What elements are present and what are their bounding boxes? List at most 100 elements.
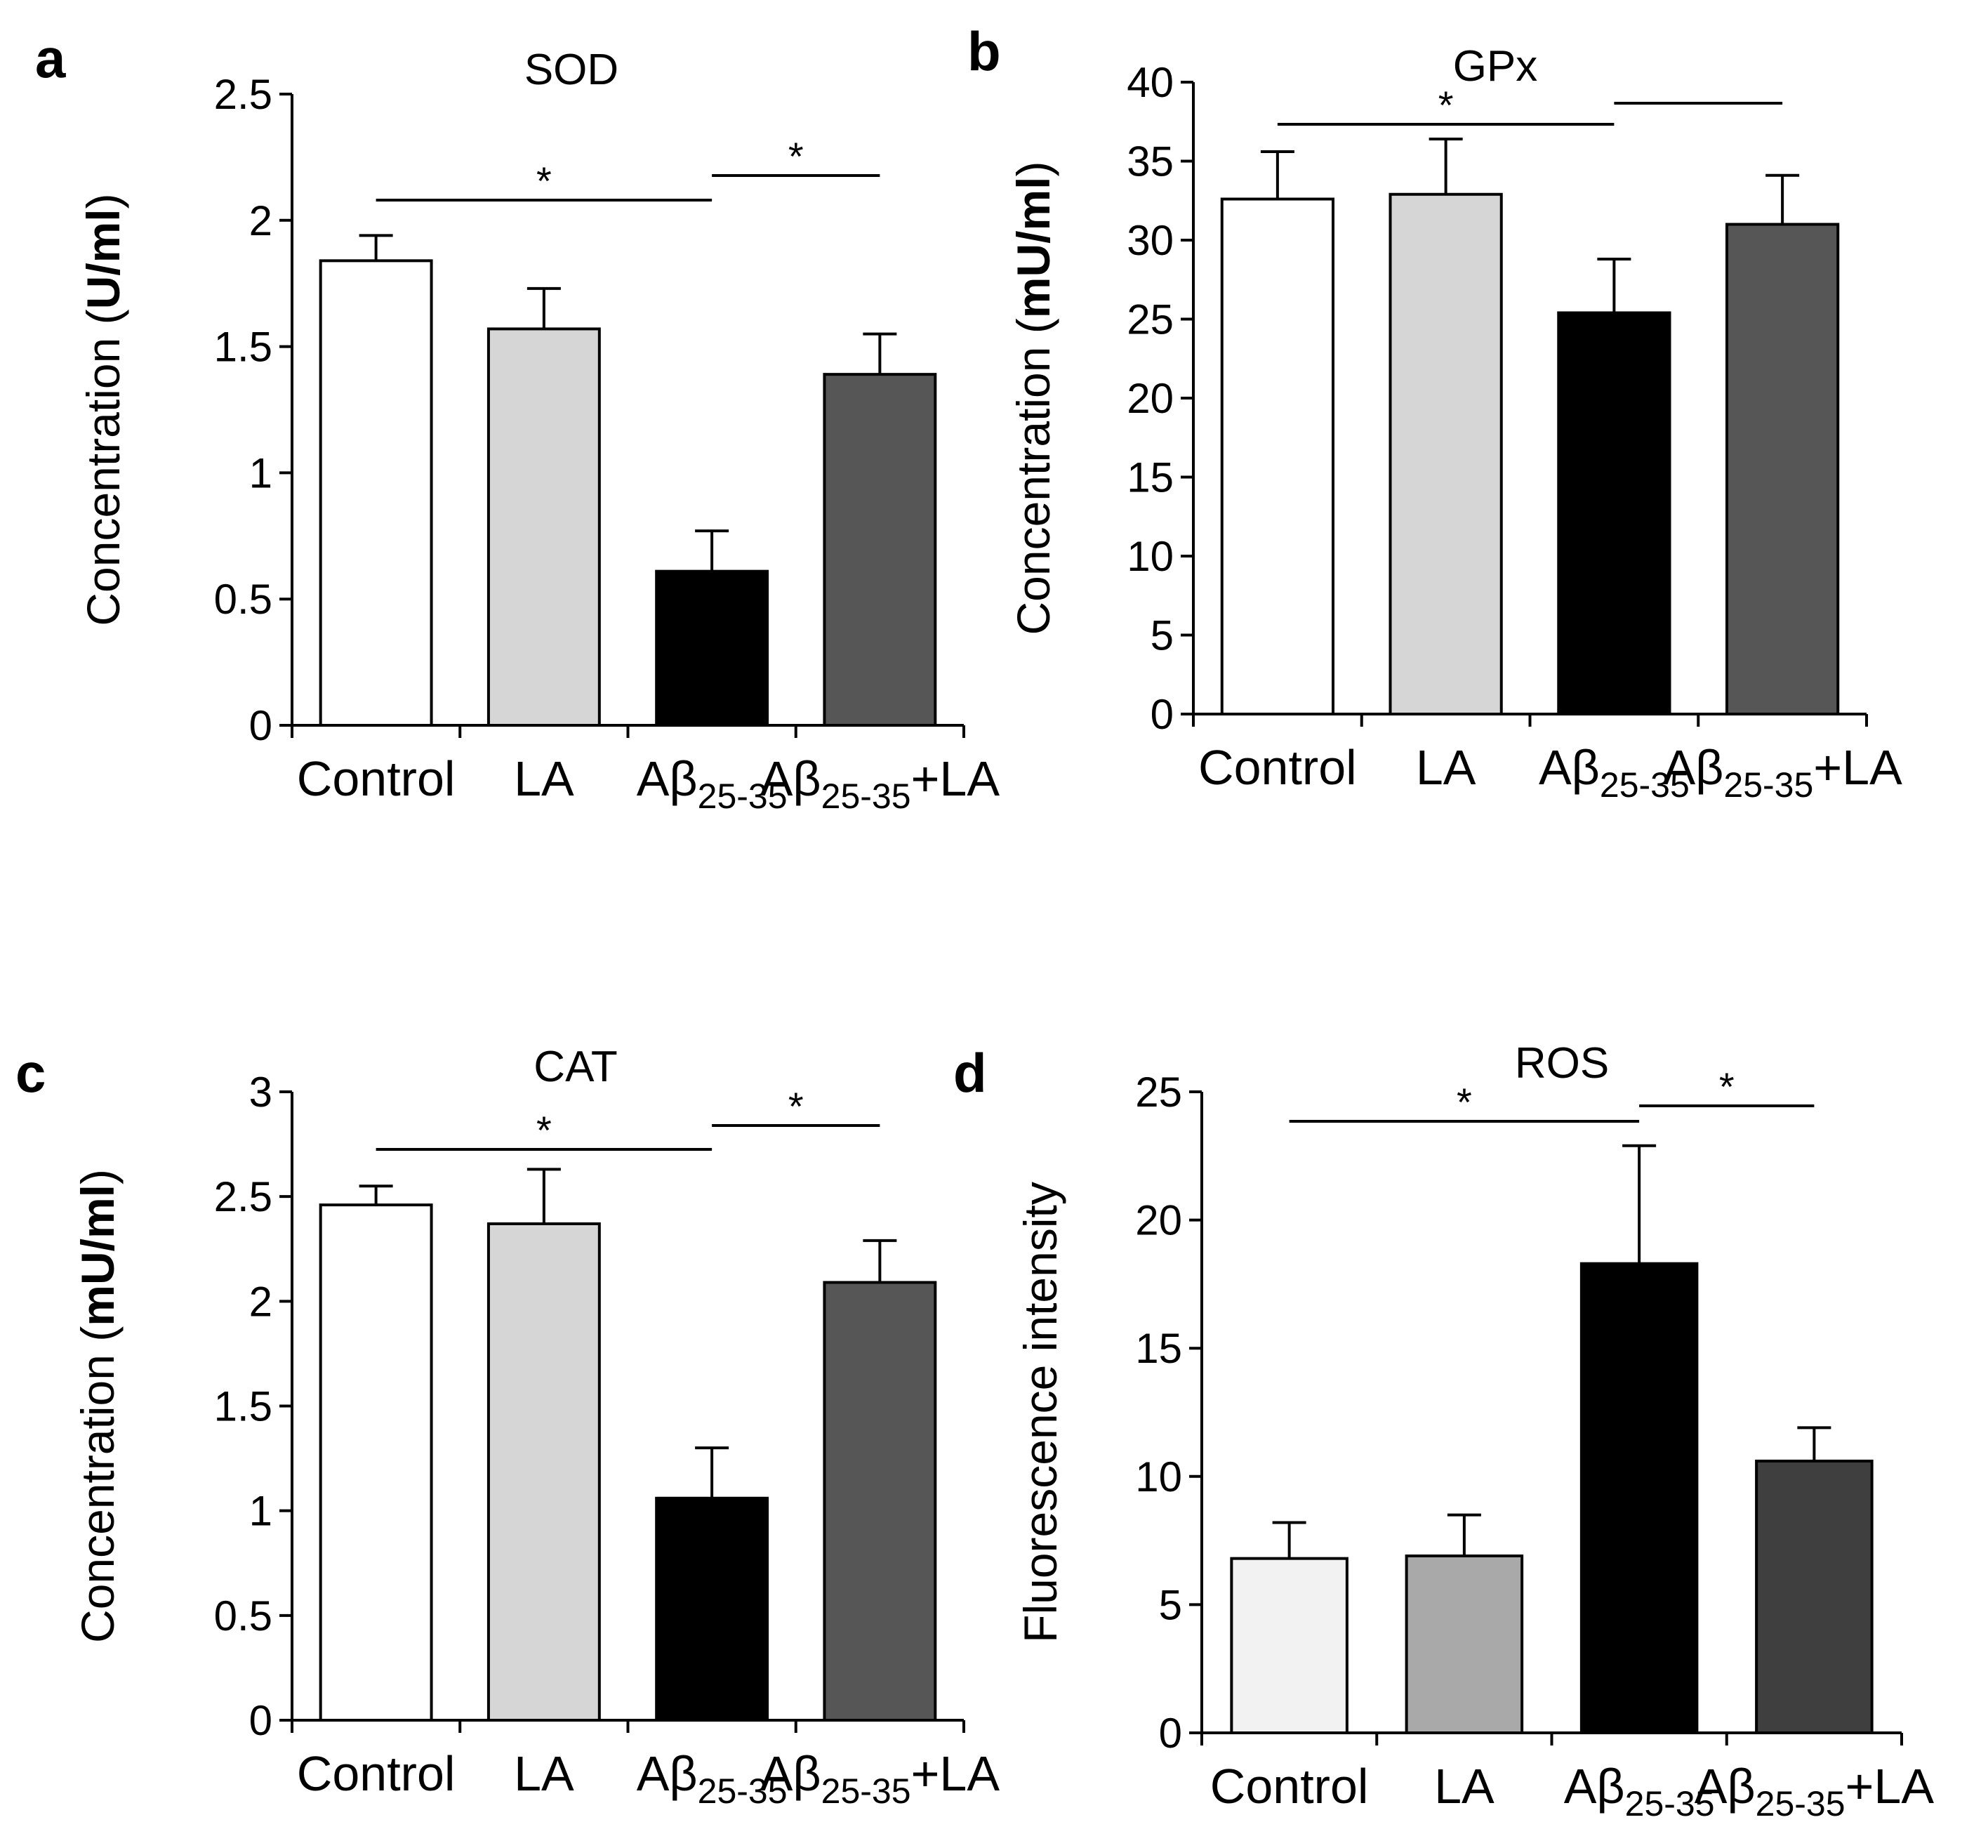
chart-title: CAT [534, 1043, 617, 1091]
y-tick-label: 20 [1127, 375, 1174, 422]
category-base: LA [514, 1746, 574, 1801]
y-axis-unit: mU/ml [72, 1184, 124, 1326]
category-subscript: 25-35 [1723, 765, 1813, 805]
significance-star: * [1457, 1080, 1472, 1124]
y-axis-label-close: ) [1007, 161, 1059, 177]
category-base: Aβ [760, 1746, 821, 1801]
y-tick-label: 15 [1135, 1325, 1182, 1372]
category-suffix: +LA [1845, 1759, 1935, 1814]
x-category-label-3: Aβ25-35+LA [1662, 740, 1902, 805]
significance-star: * [536, 1108, 552, 1152]
category-subscript: 25-35 [821, 1771, 911, 1811]
y-axis-label-text: Concentration ( [1007, 318, 1059, 635]
x-category-label-0: Control [1198, 740, 1357, 795]
x-category-label-3: Aβ25-35+LA [1695, 1759, 1935, 1823]
y-tick-label: 5 [1159, 1581, 1182, 1628]
y-axis-label-close: ) [77, 193, 129, 209]
panel-letter: c [15, 1042, 46, 1104]
y-tick-label: 1 [249, 449, 272, 496]
y-tick-label: 0 [1151, 691, 1174, 738]
bar-3 [1755, 1459, 1874, 1734]
y-tick-label: 15 [1127, 454, 1174, 501]
significance-star: * [788, 134, 804, 178]
y-tick-label: 0.5 [214, 1592, 272, 1639]
bar-2 [1557, 311, 1671, 715]
y-tick-label: 0.5 [214, 576, 272, 623]
category-base: Control [1210, 1759, 1369, 1814]
x-category-label-0: Control [297, 751, 456, 806]
y-tick-label: 40 [1127, 59, 1174, 106]
category-base: Control [1198, 740, 1357, 795]
panel-b-gpx: b GPx 0 5 10 15 20 25 30 35 40 Concentration (mU/ml… [967, 20, 1902, 805]
bar-1 [486, 327, 601, 727]
y-tick-label: 3 [249, 1069, 272, 1116]
bar-3 [823, 373, 937, 727]
y-tick-label: 25 [1135, 1069, 1182, 1116]
panel-letter: a [35, 27, 66, 89]
category-suffix: +LA [911, 1746, 1000, 1801]
bar-0 [319, 259, 433, 727]
panel-letter: b [967, 20, 1001, 82]
category-base: Aβ [1662, 740, 1723, 795]
bar-2 [655, 1496, 769, 1722]
bar-0 [319, 1203, 433, 1722]
x-category-label-3: Aβ25-35+LA [760, 751, 1000, 816]
bar-0 [1230, 1557, 1348, 1735]
x-category-label-2: Aβ25-35 [1539, 740, 1690, 805]
y-axis-unit: mU/ml [1007, 177, 1059, 319]
y-tick-label: 25 [1127, 296, 1174, 343]
category-base: LA [1416, 740, 1476, 795]
y-tick-label: 1 [249, 1488, 272, 1535]
y-tick-label: 30 [1127, 217, 1174, 264]
y-tick-label: 5 [1151, 612, 1174, 659]
bar-1 [1389, 192, 1503, 715]
y-tick-label: 1.5 [214, 1383, 272, 1430]
category-base: Control [297, 751, 456, 806]
category-suffix: +LA [911, 751, 1000, 806]
x-category-label-0: Control [1210, 1759, 1369, 1814]
y-tick-label: 0 [1159, 1710, 1182, 1757]
category-base: LA [514, 751, 574, 806]
bar-1 [1405, 1555, 1524, 1734]
category-subscript: 25-35 [821, 777, 911, 816]
x-category-label-1: LA [514, 751, 574, 806]
significance-star: * [536, 159, 552, 203]
x-category-label-0: Control [297, 1746, 456, 1801]
panel-letter: d [953, 1042, 987, 1104]
y-tick-label: 35 [1127, 138, 1174, 185]
x-category-label-1: LA [514, 1746, 574, 1801]
chart-title: GPx [1453, 42, 1538, 91]
y-axis-unit: U/ml [77, 209, 129, 309]
panel-d-ros: d ROS 0 5 10 15 20 25 Fluorescence intensity Cont… [953, 1039, 1934, 1823]
y-axis-label: Fluorescence intensity [1014, 1182, 1066, 1643]
chart-title: SOD [524, 46, 618, 94]
y-axis-label-text: Concentration ( [77, 309, 129, 626]
x-category-label-2: Aβ25-35 [637, 1746, 788, 1811]
category-base: Aβ [760, 751, 821, 806]
y-tick-label: 2 [249, 197, 272, 244]
chart-title: ROS [1515, 1039, 1609, 1088]
significance-star: * [1719, 1064, 1735, 1109]
x-category-label-2: Aβ25-35 [637, 751, 788, 816]
y-tick-label: 10 [1127, 533, 1174, 580]
y-axis-label-text: Fluorescence intensity [1014, 1182, 1066, 1643]
bar-3 [1725, 223, 1840, 715]
category-subscript: 25-35 [698, 1771, 788, 1811]
y-tick-label: 20 [1135, 1197, 1182, 1244]
y-tick-label: 10 [1135, 1453, 1182, 1500]
significance-star: * [788, 1084, 804, 1128]
y-tick-label: 2 [249, 1278, 272, 1325]
bar-2 [655, 569, 769, 727]
y-axis-label: Concentration (mU/ml) [72, 1169, 124, 1643]
y-tick-label: 0 [249, 1697, 272, 1744]
category-base: LA [1434, 1759, 1495, 1814]
x-category-label-3: Aβ25-35+LA [760, 1746, 1000, 1811]
bar-2 [1579, 1262, 1699, 1734]
y-tick-label: 0 [249, 702, 272, 749]
category-subscript: 25-35 [1600, 765, 1690, 805]
bar-3 [823, 1281, 937, 1722]
x-category-label-2: Aβ25-35 [1564, 1759, 1715, 1823]
category-subscript: 25-35 [698, 777, 788, 816]
